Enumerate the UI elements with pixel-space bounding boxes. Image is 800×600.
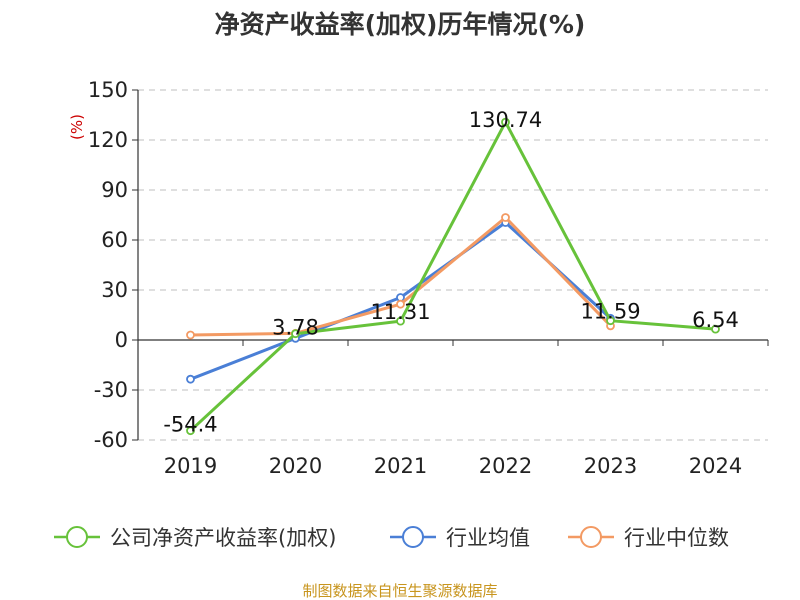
y-axis-label: (%) xyxy=(68,114,86,140)
x-tick-label: 2021 xyxy=(374,454,427,478)
x-tick-label: 2023 xyxy=(584,454,637,478)
x-tick-label: 2022 xyxy=(479,454,532,478)
legend: 公司净资产收益率(加权) 行业均值 行业中位数 xyxy=(54,526,729,550)
data-point xyxy=(186,426,195,436)
data-point xyxy=(711,324,720,334)
legend-marker xyxy=(402,526,424,548)
y-tick-label: 60 xyxy=(101,228,128,252)
x-tick-label: 2019 xyxy=(164,454,217,478)
y-tick-label: 120 xyxy=(88,128,128,152)
data-point xyxy=(396,316,405,326)
data-label: -54.4 xyxy=(163,413,217,437)
data-point xyxy=(501,213,510,222)
legend-label: 行业均值 xyxy=(446,526,530,550)
y-tick-label: 90 xyxy=(101,178,128,202)
legend-item: 行业中位数 xyxy=(568,526,729,550)
grid xyxy=(138,89,768,441)
legend-label: 行业中位数 xyxy=(624,526,729,550)
chart-title: 净资产收益率(加权)历年情况(%) xyxy=(215,10,586,39)
legend-label: 公司净资产收益率(加权) xyxy=(110,526,336,550)
legend-item: 行业均值 xyxy=(390,526,530,550)
data-label: 130.74 xyxy=(469,108,542,132)
data-point xyxy=(396,299,405,309)
data-point xyxy=(291,329,300,339)
data-label: 3.78 xyxy=(272,316,319,340)
data-label: 11.31 xyxy=(370,300,430,324)
legend-item: 公司净资产收益率(加权) xyxy=(54,526,336,550)
y-tick-label: 150 xyxy=(88,78,128,102)
legend-marker xyxy=(66,526,88,548)
y-tick-label: 0 xyxy=(115,328,128,352)
y-tick-label: -60 xyxy=(94,428,128,452)
legend-marker xyxy=(580,526,602,548)
data-label: 11.59 xyxy=(580,300,640,324)
data-labels: -54.4 3.78 11.31 130.74 11.59 6.54 xyxy=(163,108,739,437)
series-group xyxy=(186,117,720,436)
data-point xyxy=(186,330,195,340)
y-tick-label: 30 xyxy=(101,278,128,302)
y-tick-label: -30 xyxy=(94,378,128,402)
data-point xyxy=(606,316,615,326)
data-label: 6.54 xyxy=(692,308,739,332)
series-line xyxy=(189,120,716,432)
data-point xyxy=(501,117,510,127)
series-0 xyxy=(186,117,720,436)
x-tick-label: 2020 xyxy=(269,454,322,478)
data-point xyxy=(186,374,195,384)
x-tick-label: 2024 xyxy=(689,454,742,478)
source-note: 制图数据来自恒生聚源数据库 xyxy=(302,582,497,600)
axes: 150 120 90 60 30 0 -30 -60 2019 2020 2021 2022 2023 2… xyxy=(88,78,769,478)
series-2 xyxy=(186,213,615,340)
